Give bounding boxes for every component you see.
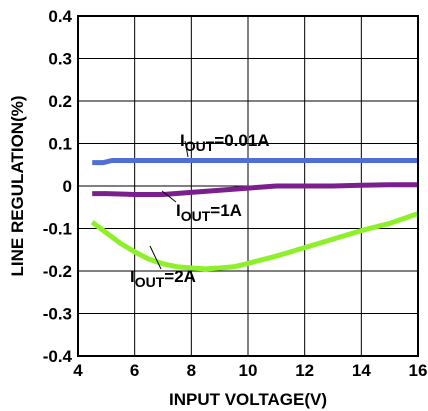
series-line-0 bbox=[92, 158, 418, 166]
annotation-leader-0 bbox=[184, 140, 189, 158]
series-lines bbox=[90, 158, 419, 272]
annotation-leader-2 bbox=[149, 245, 162, 270]
x-tick-label: 16 bbox=[409, 361, 428, 380]
x-axis-label: INPUT VOLTAGE(V) bbox=[169, 390, 327, 409]
annotation-leader-1 bbox=[161, 190, 177, 203]
y-axis-label: LINE REGULATION(%) bbox=[8, 95, 27, 276]
y-tick-label: 0.4 bbox=[48, 7, 72, 26]
x-tick-label: 4 bbox=[73, 361, 83, 380]
series-label-2: IOUT=2A bbox=[130, 267, 196, 290]
x-tick-label: 12 bbox=[295, 361, 314, 380]
series-label-subscript: OUT bbox=[181, 208, 211, 224]
x-tick-label: 6 bbox=[130, 361, 139, 380]
x-tick-label: 14 bbox=[352, 361, 371, 380]
y-tick-label: -0.1 bbox=[43, 220, 72, 239]
series-label-prefix: I bbox=[180, 131, 185, 150]
series-line-1 bbox=[92, 182, 418, 197]
series-label-suffix: =2A bbox=[164, 267, 196, 286]
series-label-suffix: =1A bbox=[210, 201, 242, 220]
series-label-suffix: =0.01A bbox=[214, 131, 269, 150]
x-tick-label: 10 bbox=[239, 361, 258, 380]
series-label-subscript: OUT bbox=[185, 138, 215, 154]
series-line-2 bbox=[90, 211, 419, 272]
series-label-1: IOUT=1A bbox=[176, 201, 242, 224]
y-tick-label: -0.3 bbox=[43, 305, 72, 324]
series-label-0: IOUT=0.01A bbox=[180, 131, 270, 154]
plot-frame bbox=[77, 15, 419, 357]
x-tick-labels: 4 6 8 10 12 14 16 bbox=[73, 361, 427, 380]
series-label-prefix: I bbox=[176, 201, 181, 220]
y-tick-label: 0.3 bbox=[48, 50, 72, 69]
y-tick-labels: 0.4 0.3 0.2 0.1 0 -0.1 -0.2 -0.3 -0.4 bbox=[43, 7, 73, 366]
y-tick-label: -0.4 bbox=[43, 347, 73, 366]
y-tick-label: -0.2 bbox=[43, 262, 72, 281]
series-label-subscript: OUT bbox=[135, 274, 165, 290]
y-tick-label: 0.1 bbox=[48, 135, 72, 154]
y-tick-label: 0 bbox=[63, 177, 72, 196]
x-tick-label: 8 bbox=[187, 361, 196, 380]
y-tick-label: 0.2 bbox=[48, 92, 72, 111]
series-label-prefix: I bbox=[130, 267, 135, 286]
